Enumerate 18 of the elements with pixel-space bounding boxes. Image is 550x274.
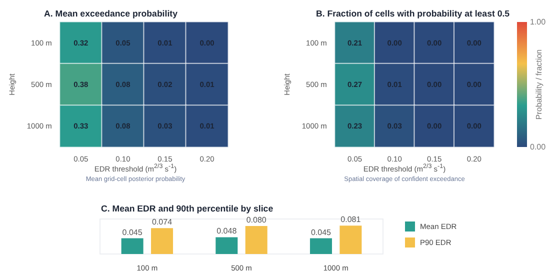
data-label: 0.074	[152, 218, 173, 227]
bar	[340, 226, 362, 254]
bar	[121, 238, 144, 254]
chart-title: A. Mean exceedance probability	[44, 8, 178, 18]
chart-title: C. Mean EDR and 90th percentile by slice	[101, 204, 274, 214]
data-label: 0.080	[246, 216, 267, 224]
chart-title: B. Fraction of cells with probability at least 0.5	[316, 8, 510, 18]
data-label: 0.045	[122, 228, 143, 237]
bar	[310, 238, 332, 254]
data-label: 0.045	[310, 228, 332, 237]
data-label: 0.048	[216, 226, 238, 236]
color-bar-label: 0.00	[530, 142, 546, 152]
color-bar-label: 1.00	[530, 18, 546, 26]
bar	[216, 237, 238, 254]
color-bar-title: Probability / fraction	[534, 49, 544, 120]
bar	[245, 226, 268, 254]
bar	[151, 228, 174, 254]
data-label: 0.081	[340, 215, 362, 224]
